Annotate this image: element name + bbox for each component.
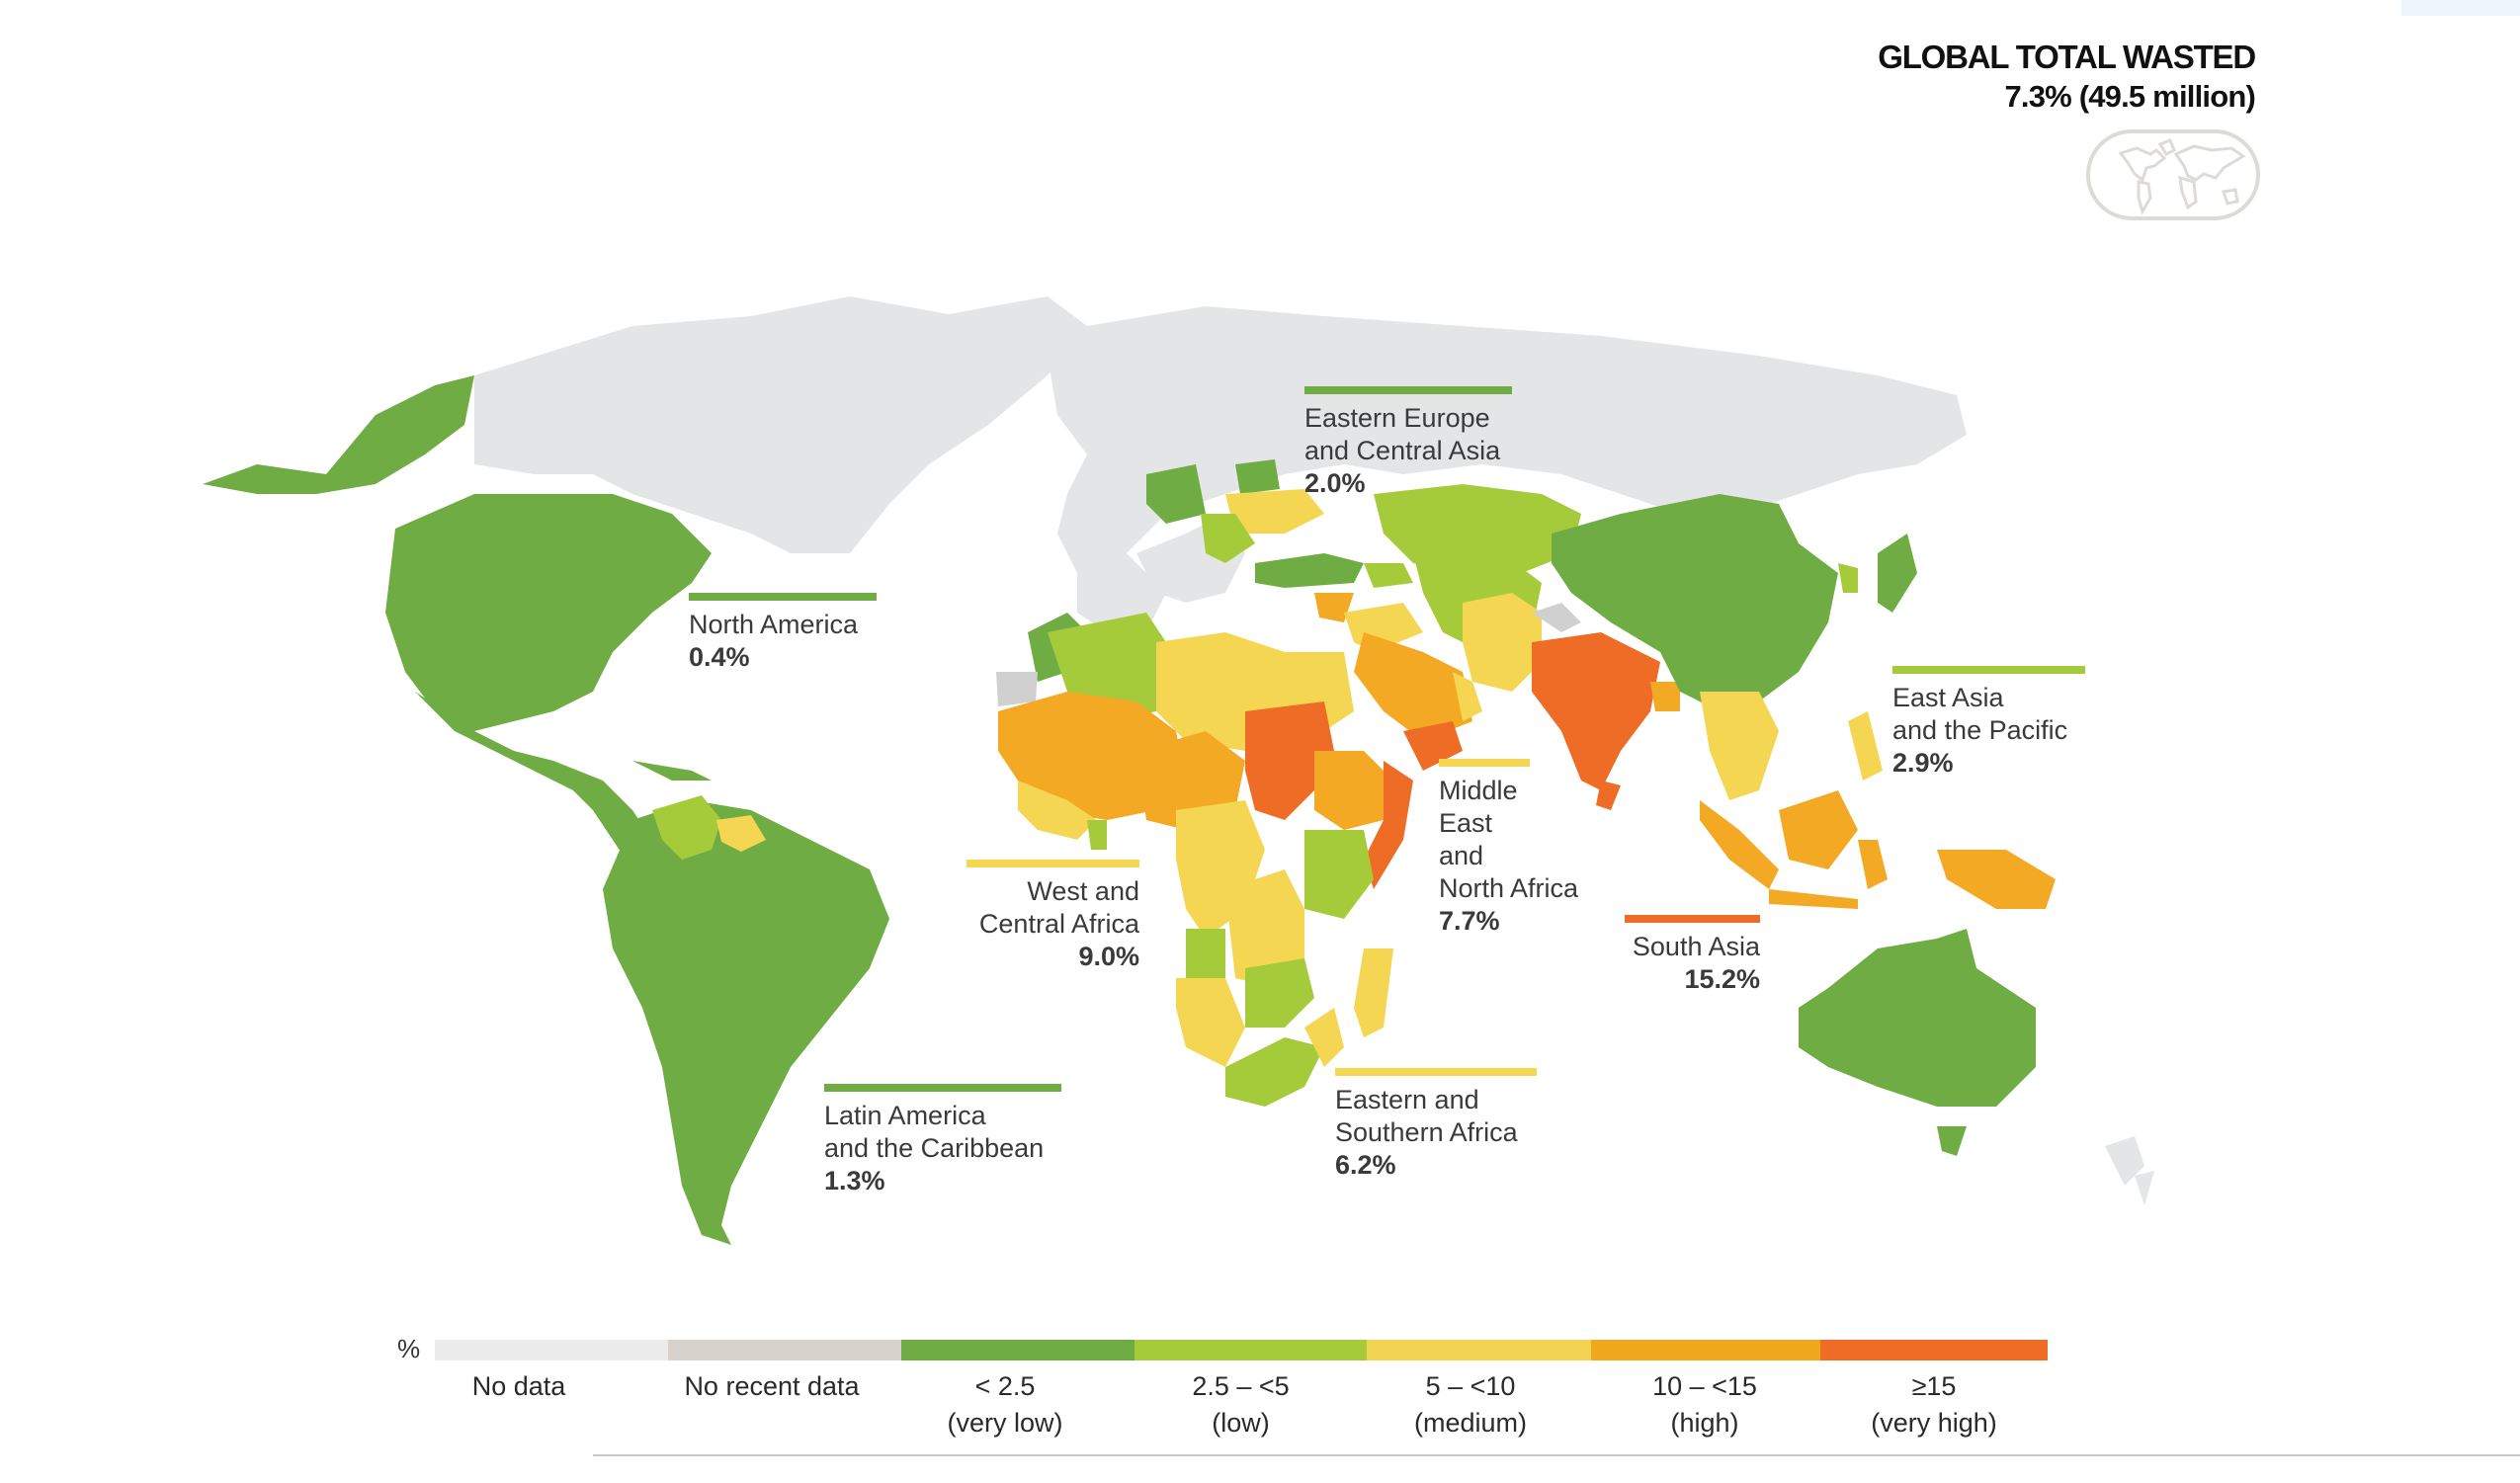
region-bar: [824, 1084, 1061, 1092]
region-name-line3: North Africa: [1439, 873, 1579, 903]
region-name-line2: East and: [1439, 808, 1493, 870]
europe-central-asia-shape: [1146, 459, 1581, 588]
region-label-latin-america-caribbean: Latin America and the Caribbean 1.3%: [824, 1084, 1061, 1197]
legend-label-text: < 2.5: [974, 1371, 1036, 1401]
region-label-north-america: North America 0.4%: [689, 593, 877, 674]
region-name-line1: Latin America: [824, 1101, 986, 1130]
legend-swatch-very-high: [1820, 1340, 2048, 1360]
region-value: 1.3%: [824, 1166, 885, 1195]
region-value: 0.4%: [689, 642, 750, 672]
legend-label-sub: (low): [1212, 1408, 1270, 1438]
legend-label-sub: (very low): [947, 1408, 1063, 1438]
region-bar: [1892, 666, 2085, 674]
region-label-south-asia: South Asia 15.2%: [1625, 915, 1760, 996]
west-central-africa-shape: [998, 692, 1265, 988]
region-bar: [1304, 386, 1512, 394]
region-value: 2.9%: [1892, 748, 1954, 778]
region-name-line1: West and: [1027, 876, 1139, 906]
east-asia-pacific-shape: [1552, 494, 2056, 1156]
global-value: 7.3% (49.5 million): [2004, 79, 2255, 114]
region-bar: [1625, 915, 1760, 923]
legend-label-low: 2.5 – <5 (low): [1134, 1368, 1347, 1442]
legend-swatch-medium: [1367, 1340, 1591, 1360]
legend-label-text: No recent data: [684, 1371, 860, 1401]
legend-label-sub: (medium): [1413, 1408, 1527, 1438]
legend-label-text: No data: [471, 1371, 566, 1401]
legend-swatch-no-recent-data: [668, 1340, 901, 1360]
region-label-west-central-africa: West and Central Africa 9.0%: [966, 860, 1139, 973]
world-map-icon: [2086, 129, 2260, 220]
region-name-line2: and the Caribbean: [824, 1133, 1045, 1163]
region-value: 2.0%: [1304, 468, 1366, 498]
north-america-shape: [203, 375, 712, 889]
legend-label-text: 10 – <15: [1652, 1371, 1757, 1401]
region-name-line1: Middle: [1439, 776, 1518, 805]
legend-unit: %: [397, 1334, 421, 1363]
legend-divider: [593, 1454, 2520, 1456]
region-value: 15.2%: [1684, 964, 1760, 994]
global-title: GLOBAL TOTAL WASTED: [1878, 39, 2256, 75]
region-bar: [689, 593, 877, 601]
legend-swatch-low: [1134, 1340, 1367, 1360]
south-america-shape: [603, 795, 889, 1245]
legend-label-no-data: No data: [435, 1368, 603, 1405]
legend-label-sub: (high): [1670, 1408, 1739, 1438]
legend-label-text: 5 – <10: [1425, 1371, 1516, 1401]
region-name-line1: Eastern Europe: [1304, 403, 1490, 433]
region-label-eastern-southern-africa: Eastern and Southern Africa 6.2%: [1335, 1068, 1537, 1182]
legend-label-sub: (very high): [1871, 1408, 1997, 1438]
region-bar: [1439, 759, 1530, 767]
legend-label-text: 2.5 – <5: [1192, 1371, 1290, 1401]
legend-label-very-high: ≥15 (very high): [1820, 1368, 2048, 1442]
eastern-southern-africa-shape: [1176, 701, 1413, 1107]
region-label-east-asia-pacific: East Asia and the Pacific 2.9%: [1892, 666, 2085, 780]
region-name-line2: and the Pacific: [1892, 715, 2068, 745]
region-name-line2: Southern Africa: [1335, 1117, 1518, 1147]
region-label-middle-east-north-africa: Middle East and North Africa 7.7%: [1439, 759, 1579, 938]
region-name-line1: Eastern and: [1335, 1085, 1479, 1114]
region-bar: [1335, 1068, 1537, 1076]
legend-swatch-no-data: [435, 1340, 668, 1360]
region-name: North America: [689, 610, 859, 639]
top-edge-strip: [2401, 0, 2520, 16]
region-value: 6.2%: [1335, 1150, 1396, 1180]
legend-swatch-very-low: [901, 1340, 1134, 1360]
global-total-header: GLOBAL TOTAL WASTED 7.3% (49.5 million): [1878, 38, 2256, 117]
region-name-line2: Central Africa: [978, 909, 1139, 939]
legend-label-text: ≥15: [1911, 1371, 1957, 1401]
legend-label-medium: 5 – <10 (medium): [1367, 1368, 1574, 1442]
region-bar: [966, 860, 1139, 867]
region-name-line1: East Asia: [1892, 683, 2004, 712]
region-value: 7.7%: [1439, 906, 1500, 936]
region-value: 9.0%: [1078, 942, 1139, 971]
legend-label-very-low: < 2.5 (very low): [901, 1368, 1109, 1442]
region-label-eastern-europe-central-asia: Eastern Europe and Central Asia 2.0%: [1304, 386, 1512, 500]
legend-label-no-recent-data: No recent data: [668, 1368, 876, 1405]
region-name-line2: and Central Asia: [1304, 436, 1501, 465]
legend-label-high: 10 – <15 (high): [1591, 1368, 1818, 1442]
legend-swatch-high: [1591, 1340, 1820, 1360]
region-name: South Asia: [1632, 932, 1760, 961]
